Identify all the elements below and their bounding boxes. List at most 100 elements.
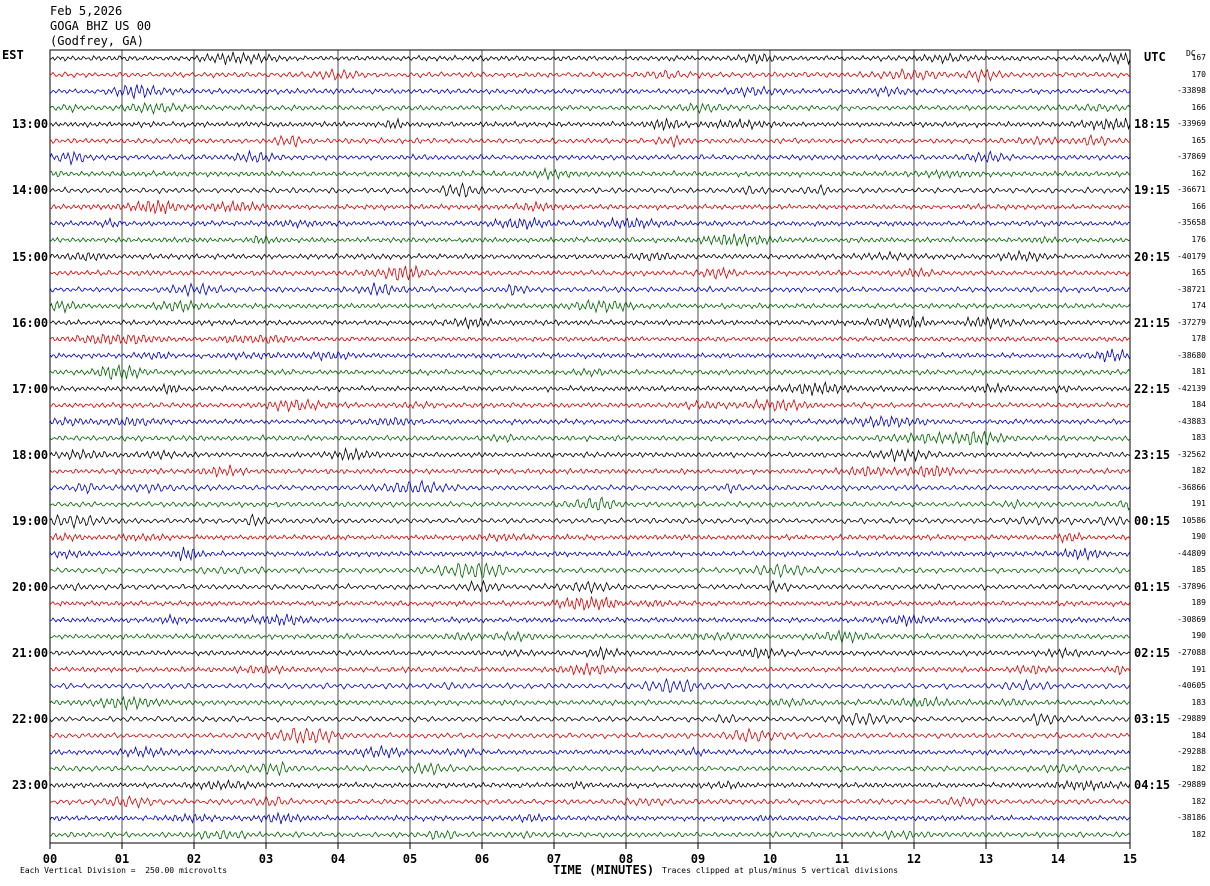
utc-hour-label: 01:15 [1134, 579, 1171, 594]
seismic-trace [49, 117, 1131, 132]
dc-offset-value: -29288 [1177, 747, 1206, 757]
dc-offset-value: 162 [1191, 168, 1206, 178]
scale-note: Each Vertical Division = 250.00 microvol… [20, 866, 228, 875]
est-hour-label: 23:00 [12, 778, 49, 793]
dc-offset-value: -33898 [1177, 86, 1206, 96]
plot-date: Feb 5,2026 [50, 4, 123, 18]
station-code: GOGA BHZ US 00 [50, 19, 152, 33]
utc-hour-label: 22:15 [1134, 381, 1171, 396]
dc-offset-value: 183 [1191, 433, 1206, 443]
x-axis-title: TIME (MINUTES) [553, 863, 655, 877]
seismic-trace [49, 546, 1131, 562]
seismic-trace [49, 446, 1131, 463]
x-tick-label: 08 [618, 852, 634, 866]
seismic-trace [49, 562, 1131, 579]
x-tick-label: 00 [42, 852, 58, 866]
station-location: (Godfrey, GA) [50, 34, 144, 48]
seismic-trace [49, 414, 1131, 429]
seismic-trace [49, 51, 1131, 66]
seismic-trace [49, 398, 1131, 413]
dc-offset-value: 166 [1191, 102, 1206, 112]
dc-offset-value: -35658 [1177, 218, 1206, 228]
x-tick-label: 07 [546, 852, 562, 866]
dc-offset-value: -40179 [1177, 251, 1206, 261]
utc-hour-label: 23:15 [1134, 447, 1171, 462]
dc-offset-header: DC [1186, 49, 1196, 58]
seismic-trace [49, 596, 1131, 611]
dc-offset-value: -43883 [1177, 416, 1206, 426]
dc-offset-value: -32562 [1177, 449, 1206, 459]
seismic-trace [49, 464, 1131, 478]
x-tick-label: 06 [474, 852, 490, 866]
est-hour-label: 21:00 [12, 646, 49, 660]
seismic-trace [49, 348, 1131, 363]
x-tick-label: 13 [978, 852, 994, 866]
est-hour-label: 22:00 [12, 712, 49, 727]
dc-offset-value: -40605 [1177, 681, 1206, 691]
dc-offset-value: 166 [1191, 201, 1206, 211]
utc-hour-label: 03:15 [1134, 712, 1171, 727]
dc-offset-value: 165 [1191, 268, 1206, 278]
dc-offset-value: 167 [1191, 53, 1206, 63]
seismic-trace [49, 380, 1131, 396]
est-hour-label: 19:00 [12, 513, 49, 528]
dc-offset-value: -42139 [1177, 383, 1206, 393]
x-tick-label: 11 [834, 852, 850, 866]
x-tick-label: 02 [186, 852, 202, 866]
seismic-trace [49, 233, 1131, 248]
dc-offset-value: 178 [1191, 334, 1206, 344]
dc-offset-value: 190 [1191, 532, 1206, 542]
seismic-trace [49, 199, 1131, 215]
seismic-trace [49, 298, 1131, 315]
dc-offset-value: -29889 [1177, 714, 1206, 724]
est-hour-label: 18:00 [12, 447, 49, 462]
est-hour-label: 20:00 [12, 579, 49, 594]
utc-hour-label: 04:15 [1134, 778, 1171, 793]
x-tick-label: 05 [402, 852, 418, 866]
dc-offset-value: 170 [1191, 69, 1206, 79]
dc-offset-value: 182 [1191, 763, 1206, 773]
seismic-trace [49, 778, 1131, 792]
seismic-trace [49, 795, 1131, 809]
dc-offset-value: -38680 [1177, 350, 1206, 360]
est-hour-label: 16:00 [12, 315, 49, 330]
x-tick-label: 04 [330, 852, 346, 866]
dc-offset-value: -38186 [1177, 813, 1206, 823]
dc-offset-value: 176 [1191, 234, 1206, 244]
seismic-trace [49, 531, 1131, 545]
seismic-trace [49, 829, 1131, 841]
dc-offset-value: 184 [1191, 730, 1206, 740]
dc-offset-value: -44809 [1177, 548, 1206, 558]
dc-offset-value: -37896 [1177, 581, 1206, 591]
dc-offset-value: 10586 [1181, 515, 1206, 525]
dc-offset-value: 183 [1191, 697, 1206, 707]
dc-offset-value: 191 [1191, 664, 1206, 674]
dc-offset-value: -37279 [1177, 317, 1206, 327]
x-tick-label: 10 [762, 852, 778, 866]
dc-offset-value: -29889 [1177, 780, 1206, 790]
x-tick-label: 01 [114, 852, 130, 866]
seismic-trace [49, 727, 1131, 745]
est-hour-label: 14:00 [12, 183, 49, 198]
seismic-trace [50, 315, 1131, 330]
seismic-trace [49, 479, 1131, 495]
dc-offset-value: 181 [1191, 367, 1206, 377]
dc-offset-value: -36671 [1177, 185, 1206, 195]
right-axis-timezone: UTC [1144, 50, 1166, 64]
seismic-trace [49, 760, 1131, 777]
seismic-trace [49, 613, 1131, 627]
dc-offset-value: -33969 [1177, 119, 1206, 129]
dc-offset-value: 182 [1191, 466, 1206, 476]
seismic-trace [49, 629, 1131, 645]
seismic-trace [49, 134, 1131, 149]
seismic-trace [49, 363, 1131, 381]
left-axis-timezone: EST [2, 48, 24, 62]
dc-offset-value: 174 [1191, 301, 1206, 311]
seismic-trace [49, 430, 1131, 446]
seismic-trace [49, 645, 1131, 660]
seismic-trace [49, 282, 1131, 298]
dc-offset-value: 190 [1191, 631, 1206, 641]
dc-offset-value: 165 [1191, 135, 1206, 145]
seismic-trace [49, 496, 1131, 511]
